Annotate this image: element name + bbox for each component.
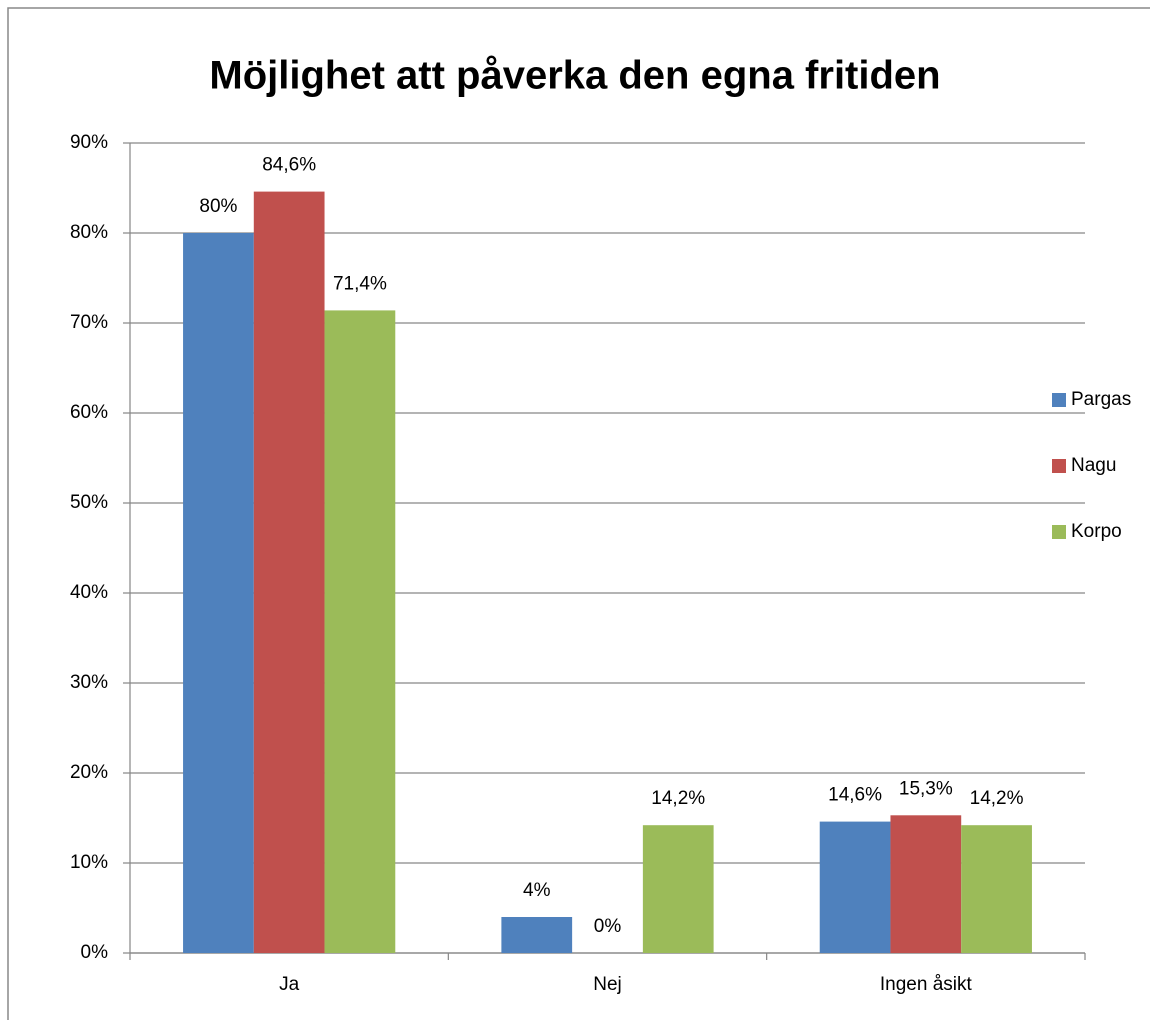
y-tick-label: 50% [70,492,108,513]
value-label: 0% [594,916,622,937]
value-label: 71,4% [333,273,387,294]
value-label: 14,2% [970,788,1024,809]
bar [961,825,1032,953]
bar [501,917,573,953]
value-label: 4% [523,880,551,901]
value-label: 80% [199,196,237,217]
y-tick-label: 0% [81,942,109,963]
y-tick-label: 20% [70,762,108,783]
legend-label: Pargas [1071,389,1131,410]
legend-label: Nagu [1071,455,1116,476]
x-tick-label: Ingen åsikt [880,974,973,995]
legend-swatch [1052,525,1066,539]
y-tick-label: 80% [70,222,108,243]
legend-swatch [1052,393,1066,407]
value-label: 15,3% [899,778,953,799]
x-tick-label: Ja [279,974,300,995]
bar [253,191,325,954]
y-tick-label: 10% [70,852,108,873]
value-label: 14,2% [651,788,705,809]
chart-title: Möjlighet att påverka den egna fritiden [209,54,940,98]
y-tick-label: 30% [70,672,108,693]
legend-label: Korpo [1071,521,1122,542]
bar [642,825,714,953]
y-tick-label: 70% [70,312,108,333]
x-tick-label: Nej [593,974,622,995]
bar [183,233,254,953]
value-label: 14,6% [828,785,882,806]
bar [324,310,396,953]
y-tick-label: 60% [70,402,108,423]
bar [890,815,962,953]
legend-swatch [1052,459,1066,473]
chart-border [7,7,1150,1020]
bar [819,821,891,953]
value-label: 84,6% [262,155,316,176]
y-tick-label: 90% [70,132,108,153]
y-tick-label: 40% [70,582,108,603]
